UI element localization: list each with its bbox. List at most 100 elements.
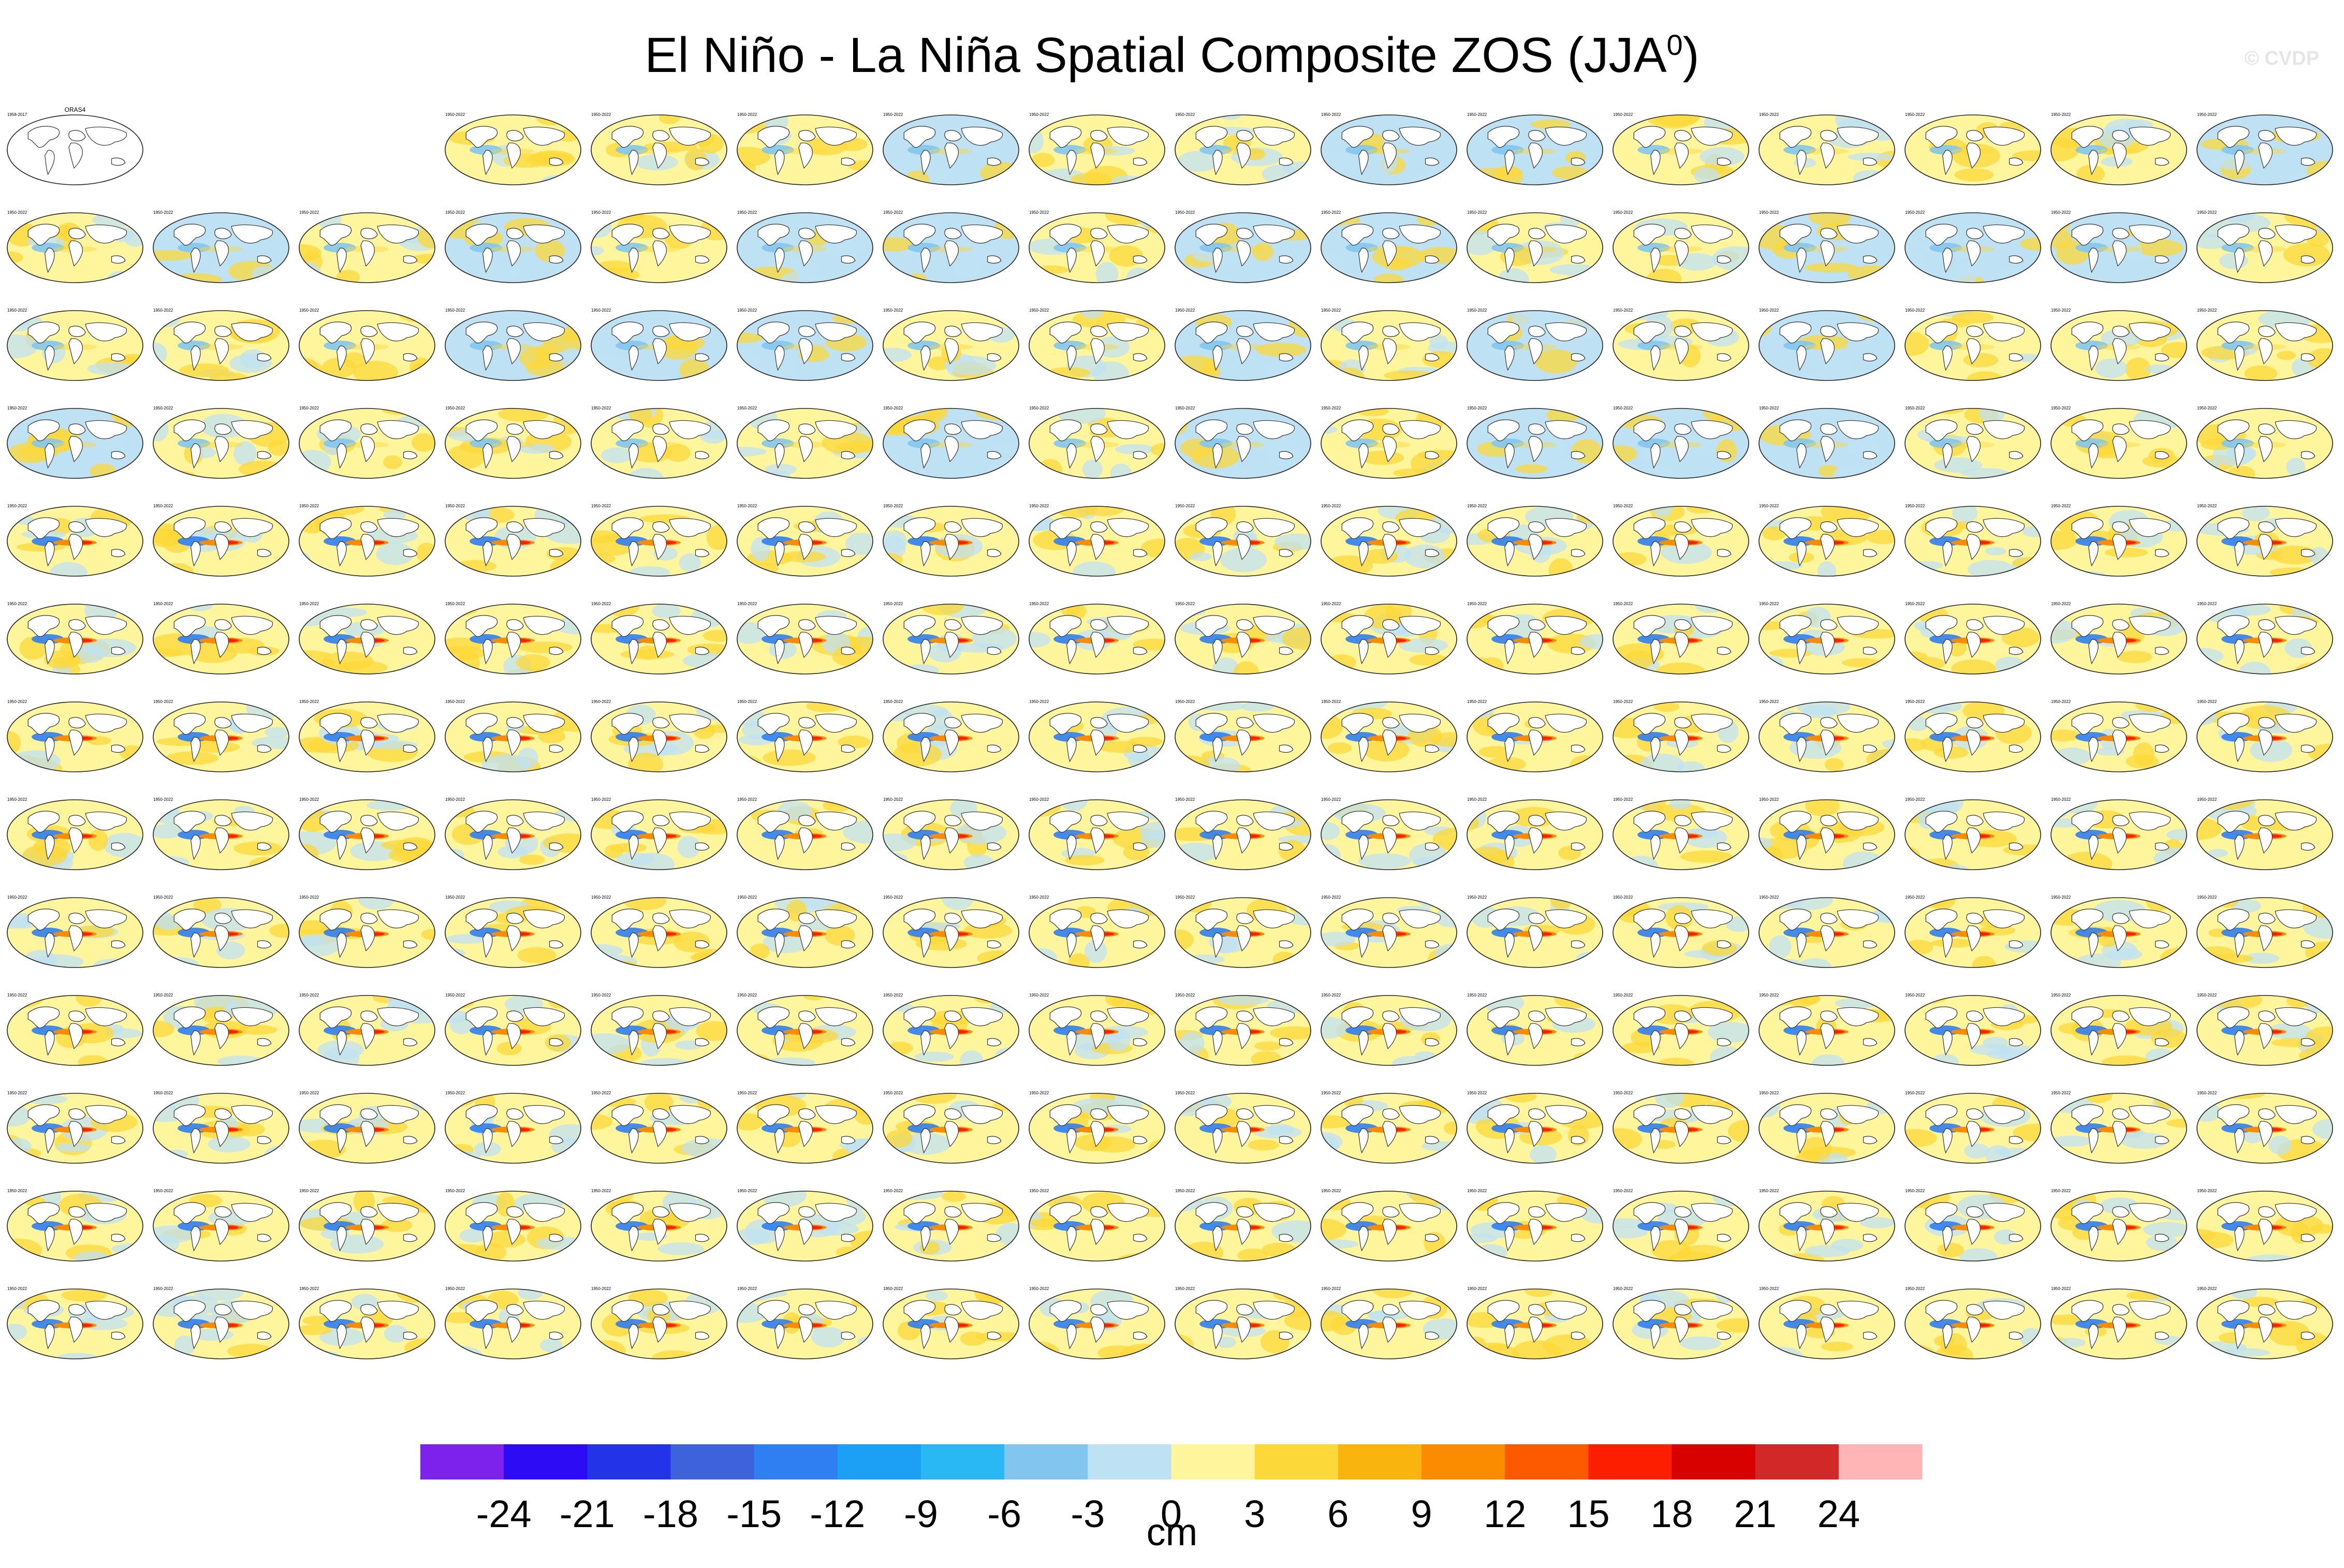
anomaly-blob [1274,533,1311,550]
anomaly-blob [1120,1343,1165,1359]
model-period: 1950-2022 [1467,308,1487,313]
anomaly-blob [1848,153,1895,162]
model-panel: 1950-2022 [1321,1189,1457,1262]
model-period: 1950-2022 [737,602,757,606]
anomaly-blob [87,362,137,375]
anomaly-blob [1335,368,1365,380]
map-border [591,701,727,772]
model-period: 1950-2022 [1175,1189,1195,1193]
anomaly-blob [883,347,912,362]
anomaly-blob [459,1228,487,1243]
map-border [2050,1191,2187,1262]
anomaly-blob [763,932,809,954]
anomaly-blob [1321,844,1341,868]
anomaly-blob [1963,353,1999,368]
model-period: 1950-2022 [883,602,903,606]
anomaly-blob [1613,1218,1649,1228]
map-border [445,1093,581,1164]
model-panel: 1950-2022 [591,308,727,381]
model-panel: 1950-2022 [2196,797,2333,870]
model-panel: 1950-2022 [2196,210,2333,283]
model-panel: 1950-2022 [1467,1091,1603,1164]
map-border [1904,1093,2041,1164]
anomaly-blob [1952,506,1978,523]
anomaly-blob [737,1302,768,1323]
model-period: 1950-2022 [1029,602,1049,606]
model-period: 1950-2022 [299,699,319,704]
anomaly-blob [1732,506,1749,519]
map-border [2196,604,2333,675]
map-border [2050,310,2187,381]
model-period: 1950-2022 [1905,993,1925,998]
model-period: 1950-2022 [737,112,757,117]
anomaly-blob [750,943,770,960]
map-border [1759,310,1895,381]
model-period: 1950-2022 [591,1286,611,1291]
map-border [737,897,873,968]
model-panel: 1950-2022 [1029,1091,1165,1164]
anomaly-blob [990,898,1019,904]
anomaly-blob [2012,556,2041,570]
map-border [883,310,1019,381]
anomaly-blob [1967,371,2003,380]
model-panel: 1950-2022 [1467,504,1603,577]
model-panel: 1950-2022 [445,895,581,968]
model-period: 1950-2022 [1029,993,1049,998]
map-border [1175,408,1311,479]
map-border [737,799,873,870]
map-border [445,799,581,870]
model-panel: 1950-2022 [299,210,435,283]
map-border [153,212,289,283]
model-panel: 1950-2022 [1467,895,1603,968]
map-border [591,1093,727,1164]
map-border [1759,701,1895,772]
map-border [7,114,143,185]
model-period: 1950-2022 [591,895,611,900]
anomaly-blob [1414,1051,1436,1060]
model-panel: 1950-2022 [2196,1189,2333,1262]
model-period: 1950-2022 [1029,797,1049,802]
anomaly-blob [1856,311,1895,322]
anomaly-blob [2013,1123,2041,1142]
anomaly-blob [1541,142,1564,160]
anomaly-blob [2153,1093,2179,1109]
model-panel: 1950-2022 [445,1091,581,1164]
anomaly-blob [1759,561,1803,570]
map-border [445,408,581,479]
model-panel: 1950-2022 [153,210,289,283]
model-panel: 1950-2022 [1029,602,1165,675]
model-period: 1950-2022 [1613,406,1633,411]
model-panel: 1950-2022 [299,1286,435,1359]
model-period: 1950-2022 [591,1189,611,1193]
model-panel: 1950-2022 [1904,1189,2041,1262]
map-border [153,604,289,675]
model-period: 1950-2022 [1905,1091,1925,1095]
model-period: 1950-2022 [883,895,903,900]
model-panel: 1950-2022 [737,504,873,577]
model-period: 1950-2022 [7,1091,27,1095]
map-border [445,995,581,1066]
model-period: 1950-2022 [1613,602,1633,606]
model-period: 1950-2022 [1467,993,1487,998]
model-period: 1950-2022 [2051,993,2071,998]
map-border [7,897,143,968]
model-panel: 1950-2022 [1904,406,2041,479]
anomaly-blob [620,649,675,660]
model-panel: 1950-2022 [7,308,143,381]
model-panel: 1950-2022 [1613,504,1749,577]
anomaly-blob [376,543,414,565]
map-border [299,799,435,870]
anomaly-blob [2022,525,2041,537]
map-border [2050,799,2187,870]
model-panel: 1950-2022 [1759,308,1895,381]
anomaly-blob [832,314,869,324]
anomaly-blob [1175,851,1186,870]
model-panel: 1950-2022 [2050,797,2187,870]
map-border [1029,701,1165,772]
map-border [7,1288,143,1359]
anomaly-blob [2019,237,2041,251]
anomaly-blob [1125,267,1152,283]
model-period: 1950-2022 [1467,112,1487,117]
model-panel: 1950-2022 [153,602,289,675]
model-period: 1950-2022 [1905,406,1925,411]
